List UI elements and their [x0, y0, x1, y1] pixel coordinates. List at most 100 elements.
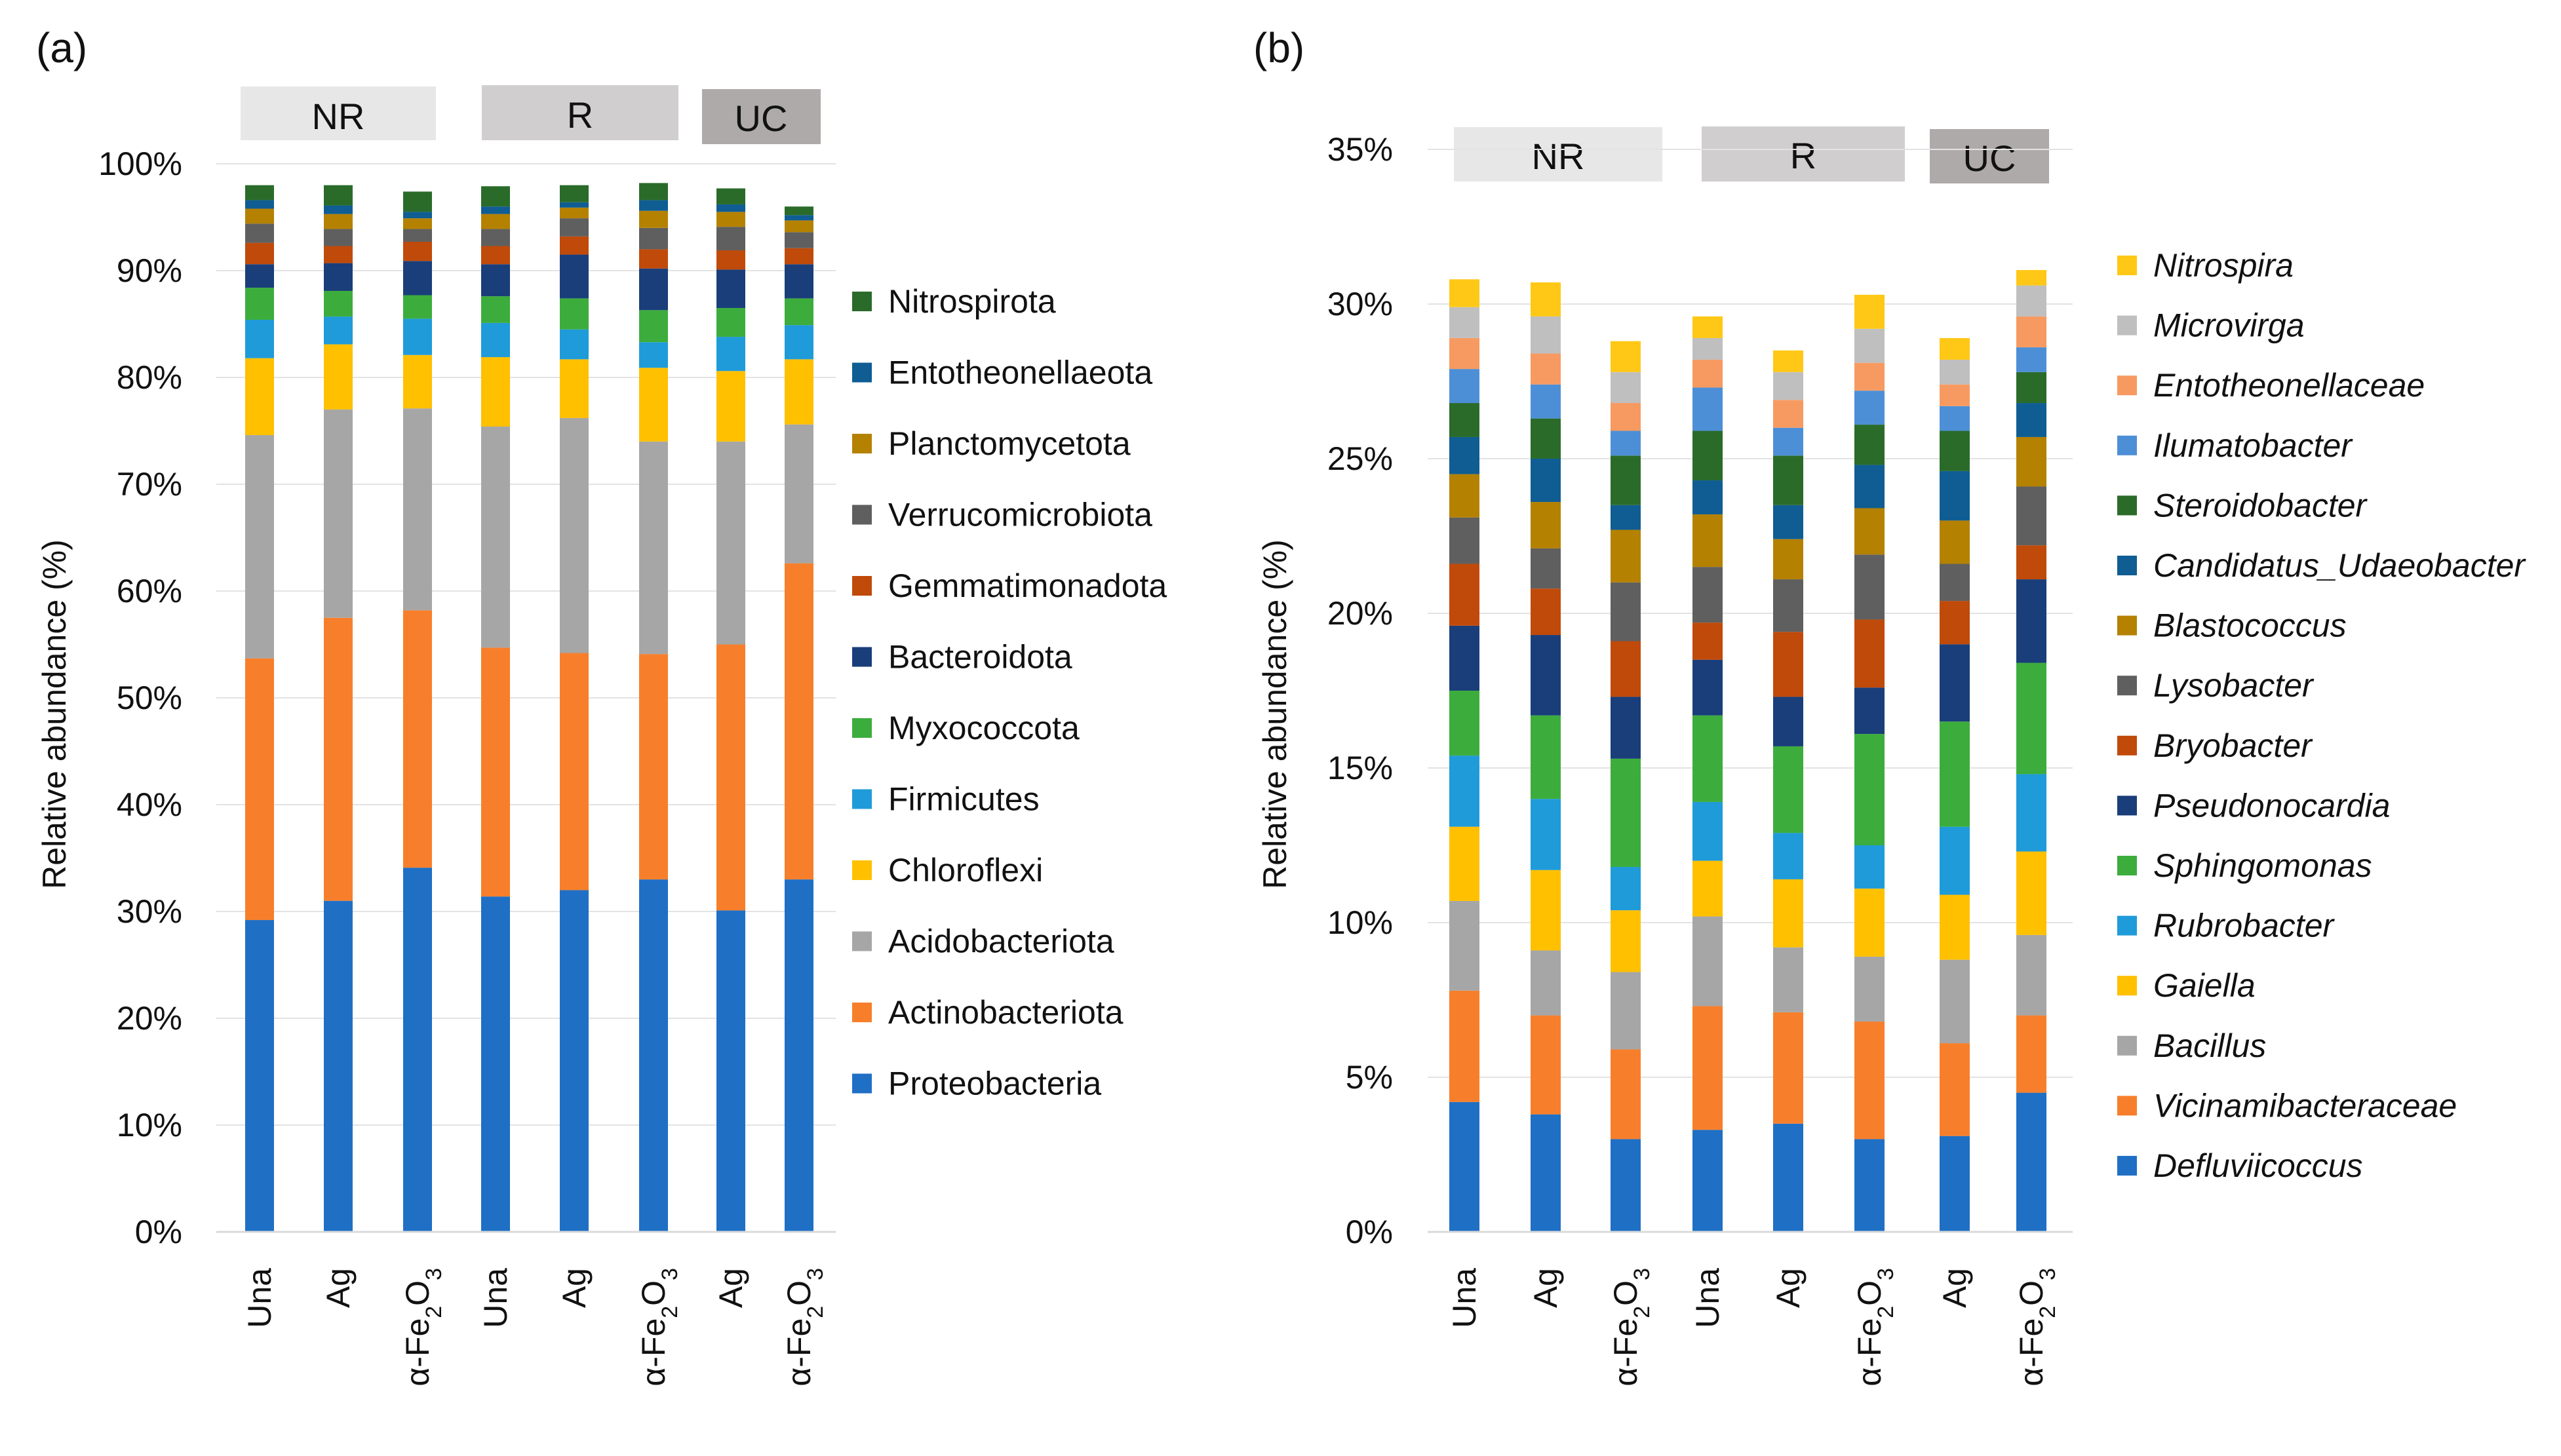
panel-a-bar-segment-chloroflexi [639, 368, 668, 442]
panel-b-bar-segment-pseudonocardia [1611, 697, 1641, 759]
panel-b-bar-segment-candidatus-udaeobacter [1773, 505, 1803, 539]
panel-b-bar-segment-gaiella [1531, 870, 1561, 951]
panel-a-bar-segment-myxococcota [245, 288, 274, 320]
panel-a-bar-segment-gemmatimonadota [785, 248, 813, 265]
panel-a-bar-segment-firmicutes [324, 316, 353, 345]
panel-b-bar-segment-entotheonellaceae [1854, 362, 1885, 391]
panel-b-bar-segment-vicinamibacteraceae [1611, 1049, 1641, 1140]
panel-a-bar-segment-firmicutes [403, 318, 432, 355]
panel-b-x-tick-label: α-Fe2O3 [2013, 1268, 2060, 1387]
panel-b-x-tick-label: Una [1446, 1268, 1483, 1328]
panel-b-bar-segment-lysobacter [2016, 486, 2046, 546]
panel-a-bar-segment-chloroflexi [560, 359, 589, 418]
panel-b-y-tick-label: 30% [1327, 286, 1393, 322]
panel-b-bar-segment-vicinamibacteraceae [2016, 1015, 2046, 1093]
panel-a-bar-segment-bacteroidota [481, 264, 510, 297]
panel-b-legend-label: Steroidobacter [2153, 487, 2368, 524]
panel-a-bar-segment-firmicutes [639, 342, 668, 368]
panel-b-bar-segment-pseudonocardia [1854, 687, 1885, 735]
panel-b-legend-label: Nitrospira [2153, 247, 2294, 284]
panel-a-y-axis-label: Relative abundance (%) [36, 539, 73, 889]
panel-b-bar-segment-microvirga [1692, 337, 1723, 360]
panel-b-bar-segment-microvirga [1449, 307, 1479, 338]
panel-a-bar-segment-gemmatimonadota [639, 249, 668, 269]
panel-b-bar-segment-steroidobacter [1611, 455, 1641, 505]
panel-b-group-header-uc [1930, 129, 2049, 183]
panel-b-bar-segment-bryobacter [1692, 623, 1723, 660]
panel-b-bar-segment-nitrospira [1692, 316, 1723, 338]
panel-a-bar-segment-myxococcota [403, 295, 432, 319]
panel-a-y-tick-label: 70% [117, 466, 182, 503]
panel-b-bar-segment-bacillus [1940, 959, 1970, 1044]
panel-b-bar-segment-vicinamibacteraceae [1692, 1006, 1723, 1130]
panel-b-bar-segment-ilumatobacter [1531, 384, 1561, 419]
panel-b-bar-segment-bacillus [1692, 916, 1723, 1006]
panel-b-legend-swatch [2117, 315, 2137, 335]
panel-b-bar-segment-microvirga [1940, 359, 1970, 385]
panel-b-bar-segment-candidatus-udaeobacter [1940, 470, 1970, 521]
panel-a-legend-label: Proteobacteria [888, 1065, 1101, 1102]
panel-a-legend: Nitrospirota Entotheonellaeota Planctomyce… [852, 283, 1167, 1102]
panel-a-bar-segment-planctomycetota [785, 220, 813, 233]
panel-b-legend-swatch [2117, 915, 2137, 936]
panel-a-x-ticks: Una Ag α-Fe2O3 Una Ag α-Fe2O3 Ag α-Fe2O3 [241, 1268, 828, 1387]
panel-b-bar-segment-gaiella [1773, 879, 1803, 948]
panel-b-bar-segment-defluviicoccus [1854, 1139, 1885, 1232]
panel-b-bar-segment-bryobacter [1940, 601, 1970, 645]
panel-a-bar-segment-actinobacteriota [716, 644, 745, 911]
panel-b-bar-segment-nitrospira [1611, 341, 1641, 372]
panel-b-bar-segment-entotheonellaceae [1611, 403, 1641, 431]
panel-a-bar-segment-gemmatimonadota [245, 242, 274, 265]
panel-a-y-tick-label: 100% [98, 145, 182, 182]
panel-a-bar-segment-nitrospirota [245, 185, 274, 201]
panel-a-bar-segment-firmicutes [245, 319, 274, 358]
panel-b-bar-segment-blastococcus [1773, 539, 1803, 580]
panel-a-x-tick-label: α-Fe2O3 [781, 1268, 828, 1387]
panel-a-x-tick-label: Ag [713, 1268, 749, 1308]
panel-a-bar-segment-myxococcota [481, 296, 510, 323]
panel-a-bar-segment-verrucomicrobiota [324, 229, 353, 246]
panel-b-bar-segment-gaiella [1692, 860, 1723, 917]
panel-b-legend-label: Pseudonocardia [2153, 787, 2390, 824]
panel-a-bar-segment-entotheonellaeota [324, 205, 353, 214]
panel-a-group-header-nr [241, 86, 436, 140]
panel-b-bar-segment-vicinamibacteraceae [1531, 1015, 1561, 1115]
panel-b-bar-stack [1692, 316, 1723, 1232]
panel-b-bar-segment-steroidobacter [1940, 431, 1970, 471]
panel-b-bar-segment-sphingomonas [1531, 715, 1561, 799]
panel-a-bar-segment-actinobacteriota [560, 653, 589, 891]
panel-b-legend-item: Candidatus_Udaeobacter [2117, 547, 2526, 584]
panel-b-bar-segment-lysobacter [1940, 564, 1970, 602]
panel-a-bar-segment-actinobacteriota [785, 563, 813, 880]
panel-b-bar-segment-entotheonellaceae [1773, 400, 1803, 428]
panel-a-bar-segment-acidobacteriota [324, 409, 353, 618]
panel-b-legend-swatch [2117, 676, 2137, 696]
panel-b-bar-segment-ilumatobacter [1449, 369, 1479, 404]
panel-a-bar-segment-chloroflexi [716, 371, 745, 442]
panel-b-y-axis-label: Relative abundance (%) [1257, 539, 1293, 889]
panel-b-bar-segment-candidatus-udaeobacter [1611, 505, 1641, 530]
panel-a-bar-segment-verrucomicrobiota [785, 232, 813, 248]
panel-a-bar-segment-entotheonellaeota [560, 202, 589, 208]
panel-b-legend-item: Bacillus [2117, 1027, 2266, 1064]
panel-b-legend-item: Entotheonellaceae [2117, 367, 2425, 404]
panel-b-legend-item: Vicinamibacteraceae [2117, 1087, 2457, 1124]
panel-a-y-tick-label: 50% [117, 680, 182, 716]
panel-a-bar-stack [639, 183, 668, 1232]
panel-a-y-tick-label: 40% [117, 786, 182, 823]
panel-b-bar-segment-bacillus [1854, 956, 1885, 1022]
panel-b-bar-segment-entotheonellaceae [1531, 353, 1561, 385]
panel-b-bar-segment-defluviicoccus [2016, 1092, 2046, 1232]
panel-b-group-header-nr [1454, 127, 1662, 182]
panel-b-bar-segment-candidatus-udaeobacter [2016, 403, 2046, 437]
panel-b-bar-segment-bryobacter [1611, 641, 1641, 697]
panel-a-bar-segment-entotheonellaeota [716, 204, 745, 212]
panel-a-bar-segment-bacteroidota [560, 254, 589, 299]
panel-b-bar-segment-sphingomonas [1854, 734, 1885, 845]
panel-b-bar-segment-entotheonellaceae [2016, 316, 2046, 348]
panel-a-bar-segment-nitrospirota [639, 183, 668, 201]
panel-a-legend-item: Gemmatimonadota [852, 567, 1167, 604]
panel-b-legend-item: Bryobacter [2117, 727, 2313, 764]
